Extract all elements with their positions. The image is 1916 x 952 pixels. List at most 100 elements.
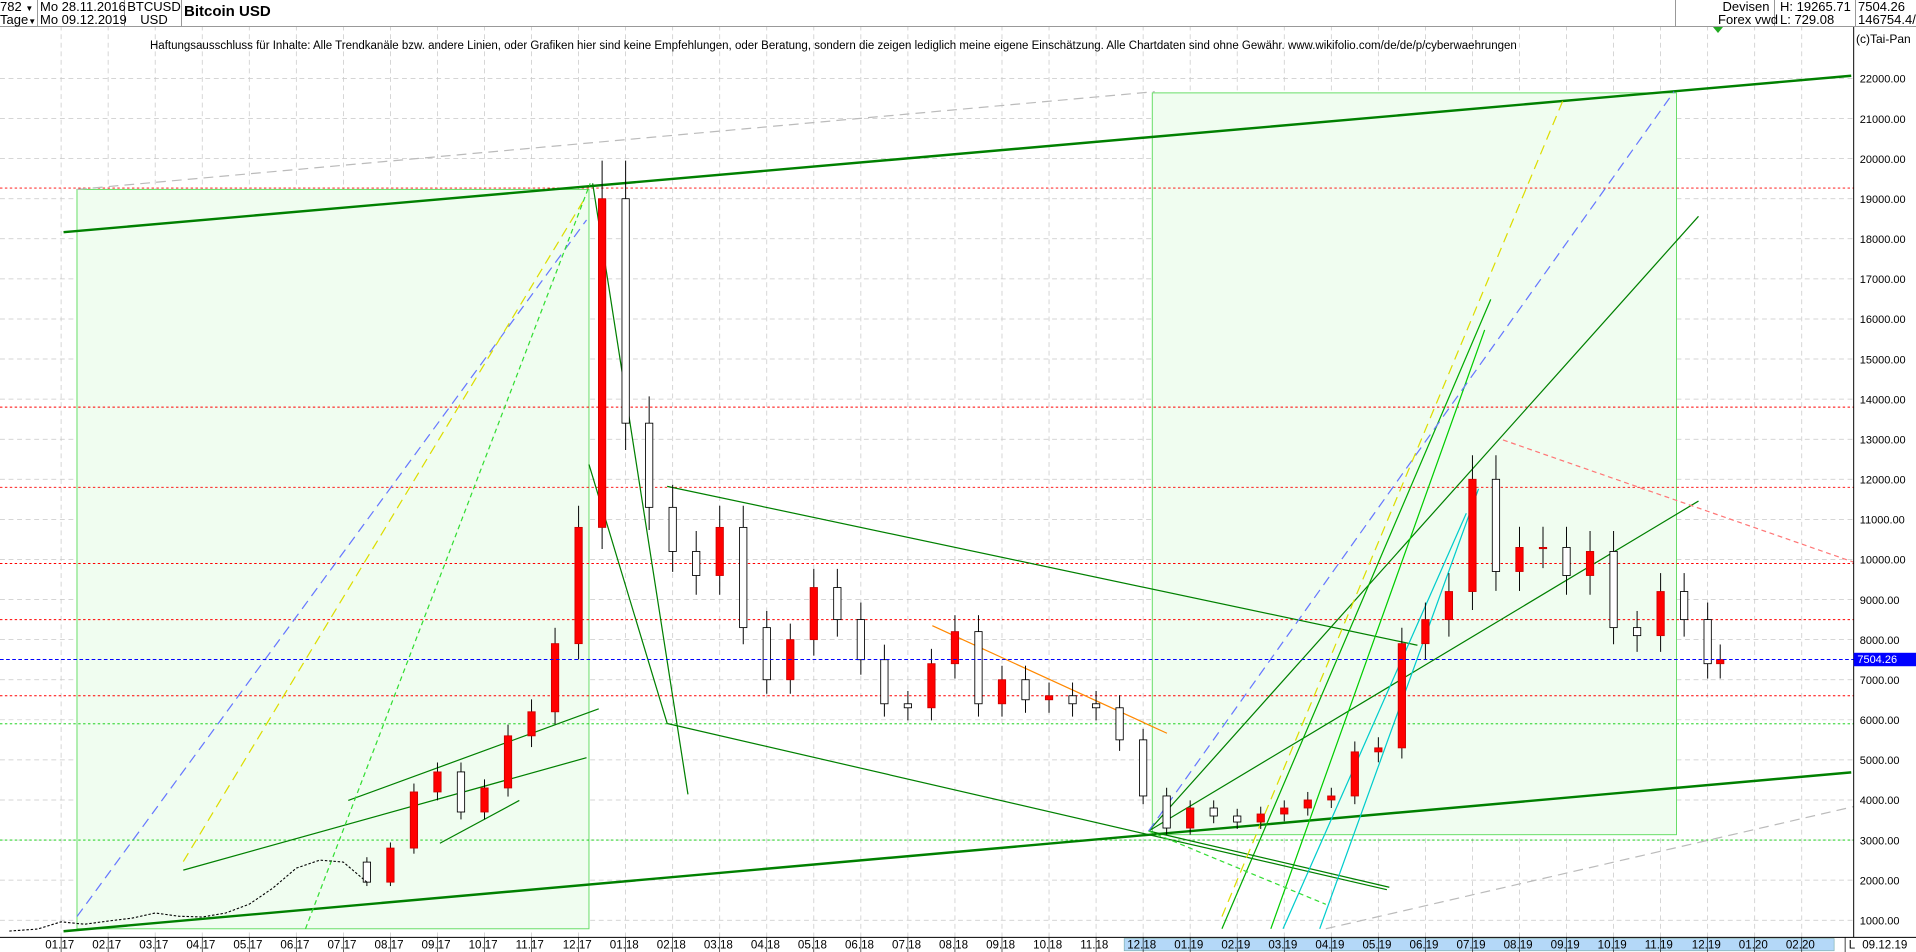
time-range-highlight[interactable]: [1123, 938, 1835, 952]
trend-line[interactable]: [348, 708, 599, 802]
x-tick-label: 01.19: [1174, 938, 1203, 951]
scale-mode-toggle[interactable]: L: [1849, 938, 1856, 951]
candle-body: [1397, 643, 1406, 749]
fib-fan-line[interactable]: [1148, 830, 1327, 905]
candle-body: [1186, 807, 1195, 829]
x-tick-label: 12.17: [563, 938, 592, 951]
trend-line[interactable]: [1148, 500, 1699, 832]
candle-body: [1374, 747, 1383, 753]
x-tick-label: 02.20: [1786, 938, 1815, 951]
trend-line-orange[interactable]: [932, 625, 1168, 734]
high-low-box: H: 19265.71 L: 729.08: [1778, 0, 1856, 26]
count-dropdown[interactable]: 782 ▼: [0, 0, 37, 13]
price-series: [9, 160, 1725, 932]
trend-line-upper-channel[interactable]: [63, 74, 1852, 234]
fib-fan-line[interactable]: [1325, 805, 1854, 930]
candle-body: [715, 526, 724, 576]
x-tick-label: 11.18: [1080, 938, 1108, 951]
price-line-early: [9, 859, 368, 932]
y-tick-label: 19000.00: [1860, 194, 1906, 206]
date-to[interactable]: Mo 09.12.2019: [40, 12, 127, 27]
candle-body: [598, 198, 607, 528]
candle-body: [1044, 695, 1054, 701]
horizontal-levels: [0, 187, 1854, 841]
trend-line[interactable]: [1148, 830, 1390, 888]
y-tick-label: 16000.00: [1860, 314, 1906, 326]
x-tick-label: 02.17: [92, 938, 121, 951]
x-tick-label: 03.18: [704, 938, 733, 951]
fib-fan-line[interactable]: [76, 91, 1155, 191]
x-tick-label: 04.18: [751, 938, 780, 951]
x-tick-label: 03.19: [1268, 938, 1297, 951]
time-axis-ticks: 01.17 02.17 03.17 04.17 05.17 06.17 07.17 08.17…: [45, 937, 1815, 952]
candle-body: [762, 627, 771, 681]
last-box: 7504.26 146754.4/: [1858, 0, 1916, 26]
count-period-selector[interactable]: 782 ▼ Tage▼: [0, 0, 38, 26]
currency: USD: [140, 12, 168, 27]
x-tick-label: 09.18: [986, 938, 1015, 951]
trend-line[interactable]: [667, 485, 1418, 646]
x-tick-label: 10.19: [1598, 938, 1627, 951]
trend-line-lower-channel[interactable]: [63, 771, 1852, 933]
chevron-down-icon: ▼: [25, 4, 34, 13]
trend-line[interactable]: [183, 757, 587, 871]
x-tick-label: 09.17: [422, 938, 451, 951]
trend-line[interactable]: [1148, 215, 1699, 832]
date-from[interactable]: Mo 28.11.2016: [40, 0, 126, 14]
fib-fan-line[interactable]: [1148, 91, 1675, 832]
candle-body: [433, 771, 442, 793]
candle-body: [1091, 703, 1101, 709]
high-value: H: 19265.71: [1780, 0, 1851, 14]
x-tick-label: 03.17: [139, 938, 168, 951]
trend-line[interactable]: [667, 722, 1388, 891]
candle-body: [1139, 739, 1148, 797]
y-tick-label: 5000.00: [1860, 755, 1900, 767]
symbol-box: BTCUSD USD: [127, 0, 182, 26]
candle-body: [1068, 695, 1077, 705]
candle-body: [1680, 591, 1689, 621]
chart-header: 782 ▼ Tage▼ Mo 28.11.2016 Mo 09.12.2019 …: [0, 0, 1916, 27]
fib-fan-line[interactable]: [1221, 97, 1565, 917]
y-tick-label: 22000.00: [1860, 74, 1906, 86]
x-tick-label: 01.20: [1739, 938, 1768, 951]
candle-body: [621, 198, 630, 424]
x-tick-label: 06.18: [845, 938, 874, 951]
trend-line[interactable]: [1221, 299, 1492, 930]
x-tick-label: 12.18: [1127, 938, 1156, 951]
x-tick-label: 06.19: [1410, 938, 1439, 951]
candle-body: [1632, 627, 1642, 637]
y-tick-label: 13000.00: [1860, 434, 1906, 446]
candle-body: [833, 587, 842, 621]
candle-body: [1162, 795, 1171, 829]
marker-triangle-icon: [1713, 27, 1723, 33]
x-tick-label: 07.17: [327, 938, 356, 951]
candle-body: [456, 771, 466, 813]
copyright: (c)Tai-Pan: [1856, 32, 1911, 46]
trend-line-cyan[interactable]: [1282, 513, 1467, 930]
price-axis[interactable]: [1853, 25, 1916, 938]
candle-body: [1656, 591, 1665, 637]
trend-line[interactable]: [592, 183, 689, 795]
y-tick-label: 2000.00: [1860, 875, 1900, 887]
fib-fan-line[interactable]: [1502, 439, 1854, 563]
trend-line[interactable]: [1270, 329, 1486, 929]
x-tick-label: 11.17: [516, 938, 544, 951]
candle-body: [645, 422, 654, 508]
candle-body: [480, 787, 489, 813]
volume-value: 146754.4/: [1858, 12, 1916, 27]
candle-body: [1585, 551, 1595, 576]
date-range[interactable]: Mo 28.11.2016 Mo 09.12.2019: [40, 0, 127, 27]
x-tick-label: 01.18: [610, 938, 639, 951]
period-dropdown[interactable]: Tage▼: [0, 13, 37, 26]
market-box: Devisen Forex vwd: [1718, 0, 1778, 26]
candle-body: [362, 861, 371, 883]
fib-fan-line[interactable]: [76, 219, 588, 917]
trend-lines[interactable]: [63, 74, 1854, 933]
fib-fan-line[interactable]: [182, 195, 588, 862]
y-tick-label: 21000.00: [1860, 114, 1906, 126]
candle-body: [1115, 707, 1124, 741]
candle-body: [950, 631, 960, 665]
trend-line[interactable]: [439, 799, 520, 844]
fib-fan-line[interactable]: [304, 183, 591, 929]
